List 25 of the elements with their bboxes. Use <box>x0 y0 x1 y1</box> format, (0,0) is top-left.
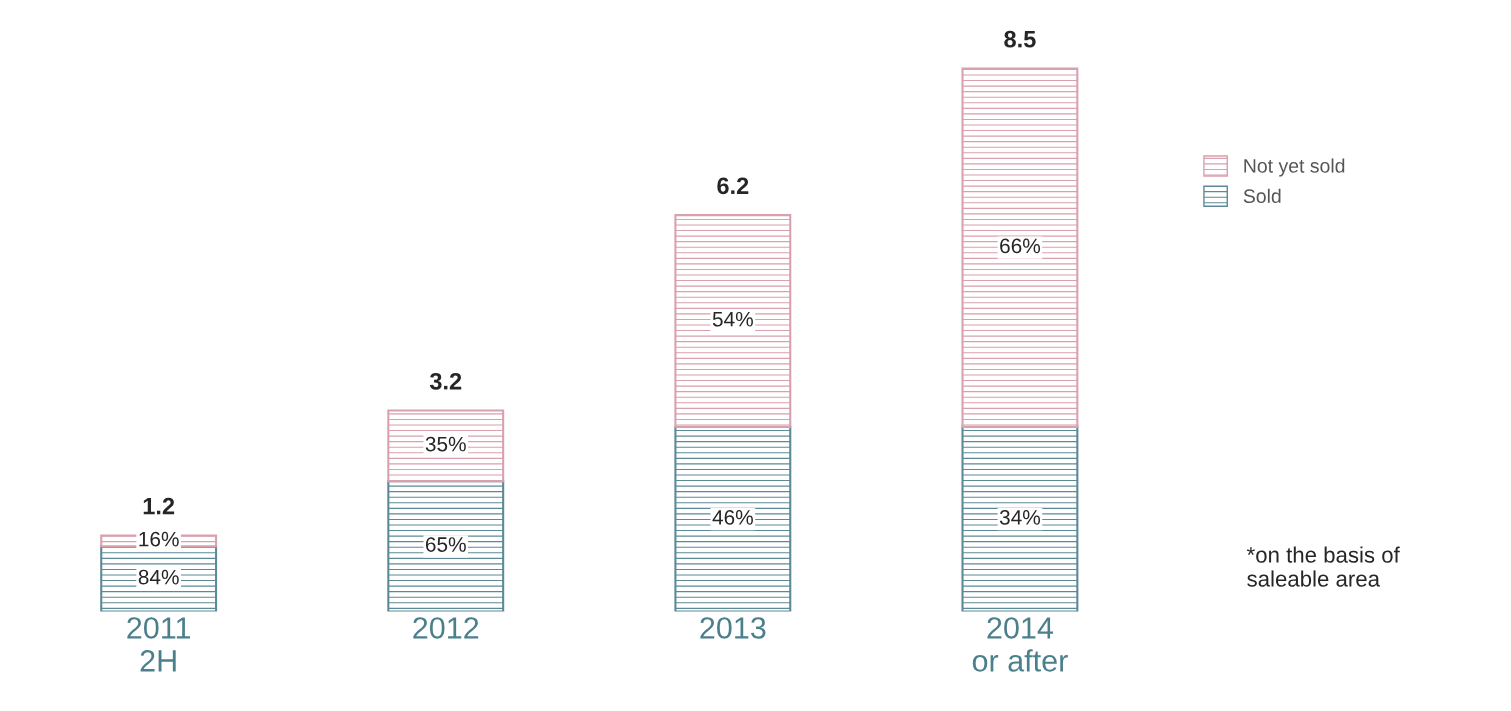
x-tick-label: 2013 <box>700 617 766 639</box>
bar <box>961 425 1079 612</box>
text: *on the basis of saleable area <box>1246 546 1400 587</box>
annotation: 1.2 <box>143 497 175 515</box>
annotation: 46% <box>712 510 753 525</box>
annotation: 6.2 <box>717 177 749 195</box>
legend-label: Sold <box>1243 188 1281 204</box>
annotation: 66% <box>1000 238 1041 254</box>
annotation: 34% <box>999 510 1041 525</box>
annotation: 16% <box>139 531 179 547</box>
x-tick-label: 2011 2H <box>127 617 191 672</box>
bar <box>674 214 792 428</box>
bar <box>387 409 505 483</box>
annotation: 84% <box>138 569 179 585</box>
annotation: 54% <box>712 311 753 327</box>
x-tick-label: 2014 or after <box>972 617 1068 672</box>
annotation: 35% <box>425 436 466 452</box>
x-tick-label: 2012 <box>413 617 479 639</box>
bar <box>961 67 1079 428</box>
annotation: 65% <box>425 537 466 552</box>
annotation: 3.2 <box>429 372 462 390</box>
bar <box>674 425 792 612</box>
legend-label: Not yet sold <box>1244 158 1345 177</box>
text: 8.5 <box>1004 30 1036 48</box>
bar <box>387 480 505 612</box>
